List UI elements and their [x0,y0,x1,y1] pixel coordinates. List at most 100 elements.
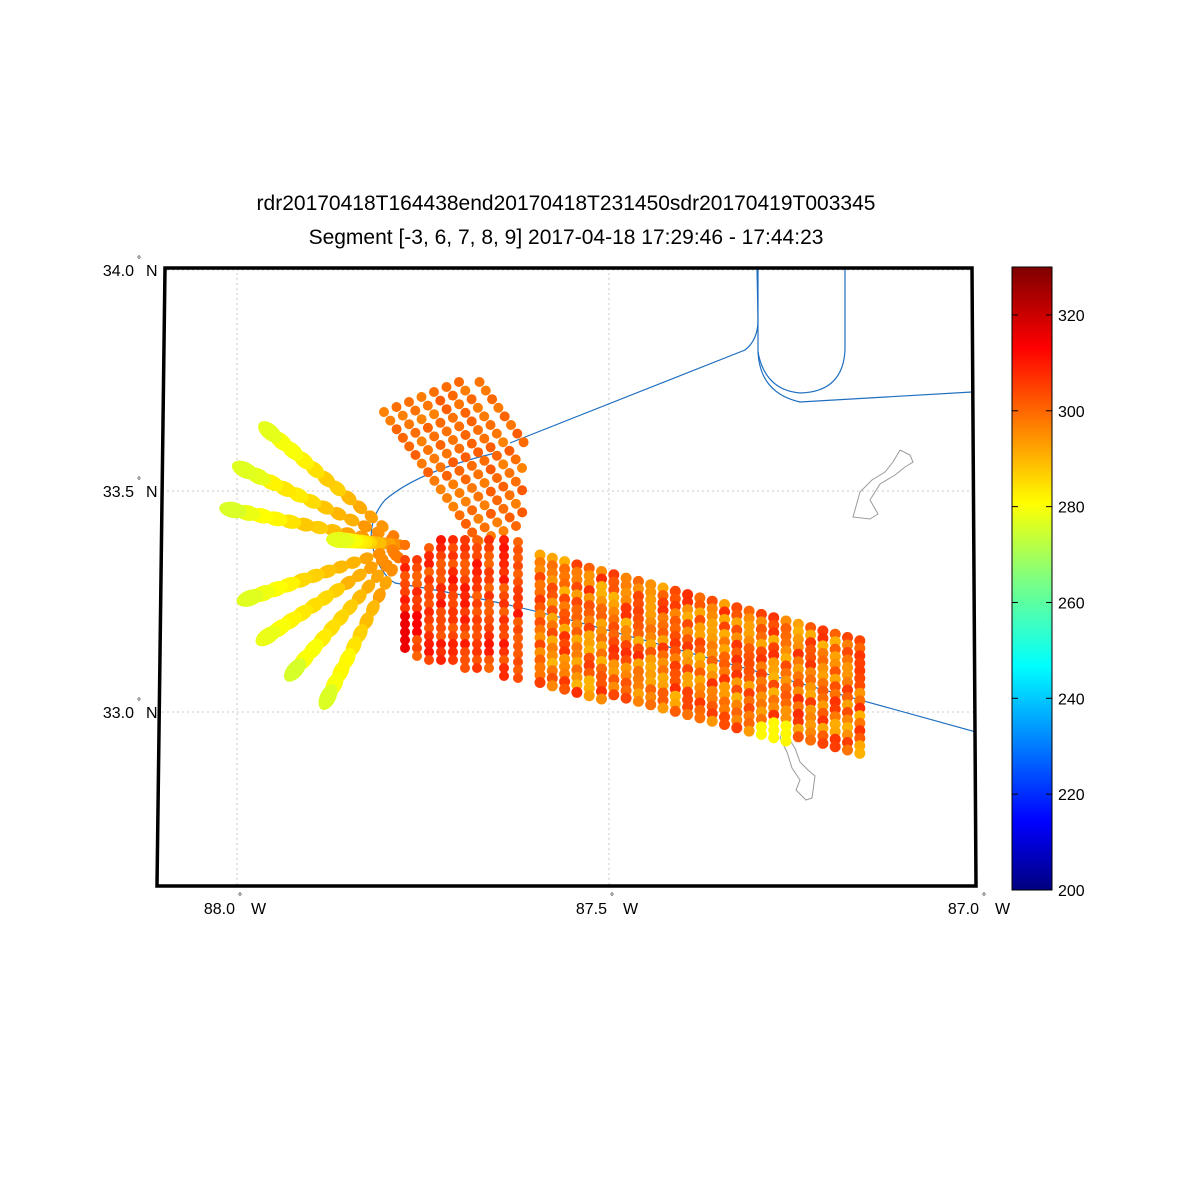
degree-symbol: ° [137,476,141,487]
data-point [447,390,458,401]
data-point [454,510,465,521]
figure-title-line1: rdr20170418T164438end20170418T231450sdr2… [256,192,876,215]
data-point [493,402,504,413]
data-point [472,559,482,569]
data-point [596,693,607,705]
data-point [436,567,446,577]
data-point [513,673,523,683]
data-point [454,421,465,432]
data-point [448,615,458,625]
data-point [472,551,482,561]
lat-hemisphere-label: N [146,263,158,280]
data-point [436,591,446,601]
data-point [510,476,521,487]
data-point [499,411,510,422]
data-point [479,433,490,444]
data-point [400,619,410,629]
data-point [472,535,482,545]
data-point [467,505,478,516]
lat-hemisphere-label: N [146,484,158,501]
data-point [412,587,422,597]
data-point [513,649,523,659]
data-point [454,443,465,454]
data-point [608,689,620,701]
data-point [436,543,446,553]
data-point [466,416,477,427]
data-point [448,559,458,569]
data-point [499,575,509,585]
data-point [511,521,521,531]
data-point [416,414,427,425]
data-point [436,631,446,641]
data-point [404,419,415,430]
data-point [484,583,494,593]
data-point [412,651,422,661]
degree-symbol: ° [982,892,986,903]
data-point [517,485,528,496]
data-point [499,551,509,561]
data-point [429,387,439,397]
data-point [499,607,509,617]
data-point [424,591,434,601]
river-outline [779,728,816,801]
data-point [485,420,496,430]
data-point [412,571,422,581]
data-point [460,607,470,617]
data-point [491,450,502,461]
data-point [829,741,841,753]
data-point [448,591,458,601]
data-point [435,417,446,428]
data-point [454,488,465,498]
data-point [416,392,427,402]
data-point [424,599,434,609]
data-point [805,734,817,746]
data-point [448,631,458,641]
lon-tick-label: 87.5 [576,901,607,918]
data-point [400,603,410,613]
data-point [448,435,458,445]
data-point [499,559,509,569]
data-point [583,690,595,702]
data-point [466,394,477,405]
data-point [424,639,434,649]
data-point [436,575,446,585]
data-point [460,647,470,657]
data-point [357,520,373,533]
data-point [460,599,470,609]
data-point [454,399,465,410]
data-point [397,432,408,443]
data-point [361,579,376,594]
data-point [473,425,483,435]
data-point [258,421,282,443]
figure-title-line2: Segment [-3, 6, 7, 8, 9] 2017-04-18 17:2… [308,226,824,249]
data-point [510,498,521,509]
data-point [484,559,494,569]
data-point [472,591,482,601]
data-point [474,377,485,387]
data-point [546,680,558,692]
data-point [424,615,434,625]
data-point [429,431,440,442]
data-point [484,535,494,545]
data-point [479,478,490,488]
data-point [424,559,434,569]
data-point [359,552,374,565]
data-point [400,571,410,581]
data-point [460,559,470,569]
data-point [682,709,694,721]
data-point [400,555,410,565]
data-point [472,639,482,649]
data-point [473,447,484,458]
data-point [484,567,494,577]
data-point [423,445,433,455]
data-point [817,737,829,749]
data-point [460,615,470,625]
data-point [231,460,259,480]
data-point [484,647,494,657]
data-point [352,500,368,515]
data-point [472,599,482,609]
data-point [400,579,410,589]
colorbar-tick-label: 320 [1058,308,1085,325]
data-point [484,591,494,601]
